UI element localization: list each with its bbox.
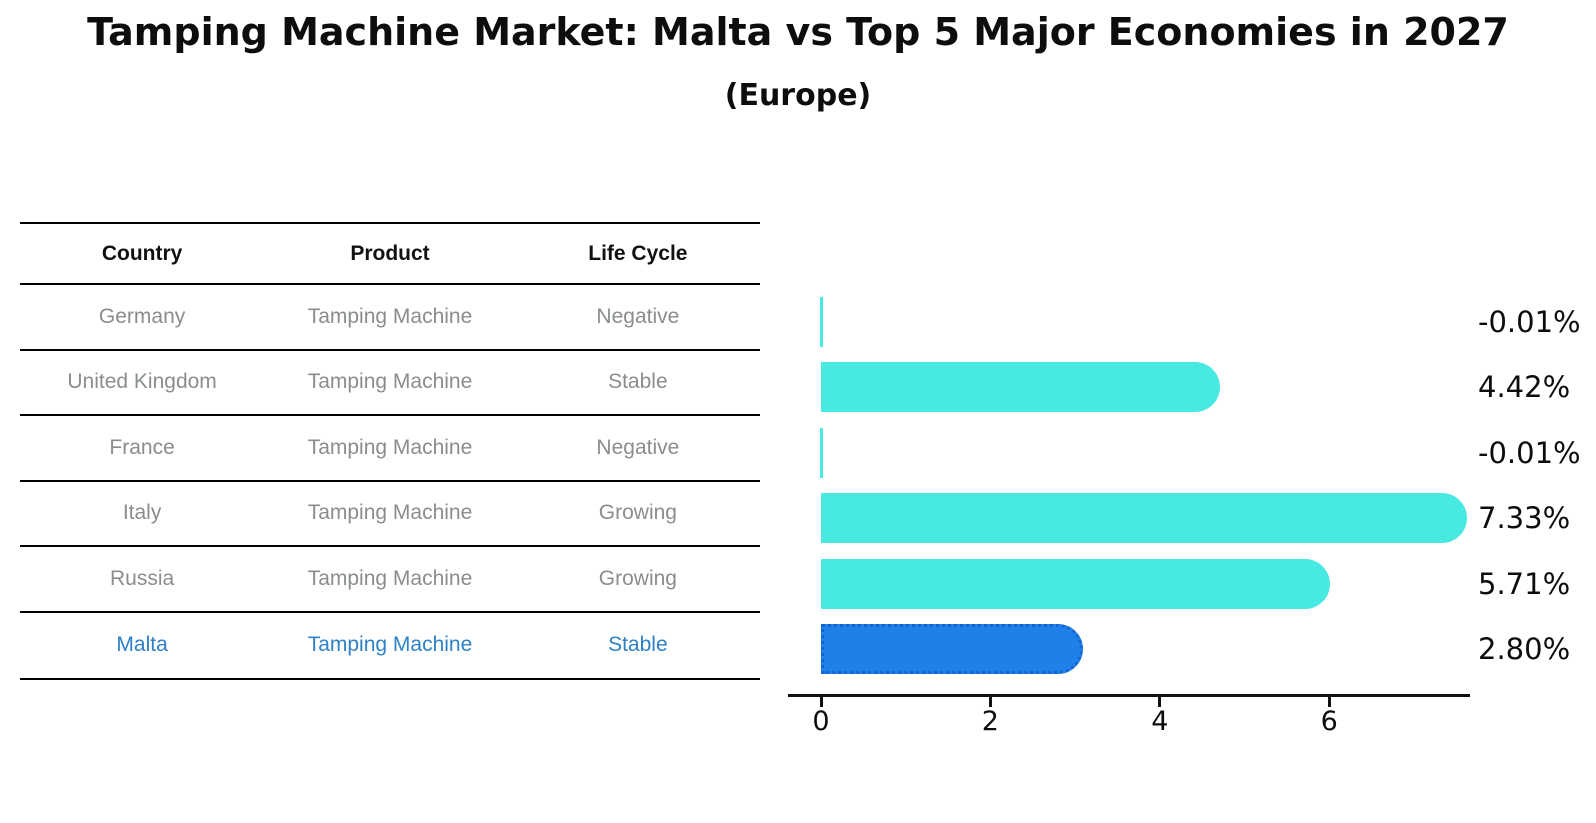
product-cell: Tamping Machine <box>307 501 473 525</box>
value-label-malta: 2.80% <box>1478 632 1571 667</box>
chart-subtitle: (Europe) <box>724 78 872 113</box>
lifecycle-cell: Stable <box>608 633 668 657</box>
col-header-lifecycle: Life Cycle <box>588 241 688 265</box>
product-cell: Tamping Machine <box>307 566 473 590</box>
table-row: Russia Tamping Machine Growing <box>20 547 760 613</box>
value-label-united-kingdom: 4.42% <box>1478 370 1571 405</box>
table-row: United Kingdom Tamping Machine Stable <box>20 351 760 416</box>
chart-title: Tamping Machine Market: Malta vs Top 5 M… <box>87 10 1509 54</box>
table-row: Germany Tamping Machine Negative <box>20 285 760 351</box>
data-table: Country Product Life Cycle Germany Tampi… <box>20 222 760 680</box>
col-header-country: Country <box>101 241 183 265</box>
x-axis-line <box>788 694 1470 697</box>
product-cell: Tamping Machine <box>307 304 473 328</box>
value-label-germany: -0.01% <box>1478 304 1581 339</box>
bar-malta <box>821 624 1084 675</box>
col-header-product: Product <box>350 241 430 265</box>
x-tick-label: 4 <box>1151 706 1169 737</box>
bar-italy <box>821 493 1467 544</box>
country-cell: France <box>109 435 175 459</box>
x-tick-label: 6 <box>1320 706 1338 737</box>
country-cell: United Kingdom <box>67 370 217 394</box>
x-tick-label: 2 <box>981 706 999 737</box>
lifecycle-cell: Stable <box>608 370 668 394</box>
product-cell: Tamping Machine <box>307 435 473 459</box>
x-tick-mark <box>988 697 992 707</box>
lifecycle-cell: Growing <box>598 501 677 525</box>
x-tick-mark <box>1158 697 1162 707</box>
table-row: Malta Tamping Machine Stable <box>20 613 760 679</box>
x-tick-label: 0 <box>812 706 830 737</box>
country-cell: Germany <box>98 304 186 328</box>
bar-france <box>819 427 823 478</box>
value-label-russia: 5.71% <box>1478 566 1571 601</box>
lifecycle-cell: Negative <box>596 435 680 459</box>
product-cell: Tamping Machine <box>307 370 473 394</box>
table-row: France Tamping Machine Negative <box>20 416 760 482</box>
value-label-france: -0.01% <box>1478 435 1581 470</box>
product-cell: Tamping Machine <box>307 633 473 657</box>
table-header: Country Product Life Cycle <box>20 224 760 285</box>
table-row: Italy Tamping Machine Growing <box>20 482 760 547</box>
x-tick-mark <box>1327 697 1331 707</box>
bar-united-kingdom <box>821 362 1221 413</box>
table-body: Germany Tamping Machine Negative United … <box>20 285 760 678</box>
x-tick-mark <box>819 697 823 707</box>
lifecycle-cell: Negative <box>596 304 680 328</box>
bar-germany <box>819 296 823 347</box>
bar-russia <box>821 558 1330 609</box>
country-cell: Malta <box>116 633 168 657</box>
country-cell: Italy <box>122 501 162 525</box>
country-cell: Russia <box>109 566 175 590</box>
lifecycle-cell: Growing <box>598 566 677 590</box>
value-label-italy: 7.33% <box>1478 501 1571 536</box>
